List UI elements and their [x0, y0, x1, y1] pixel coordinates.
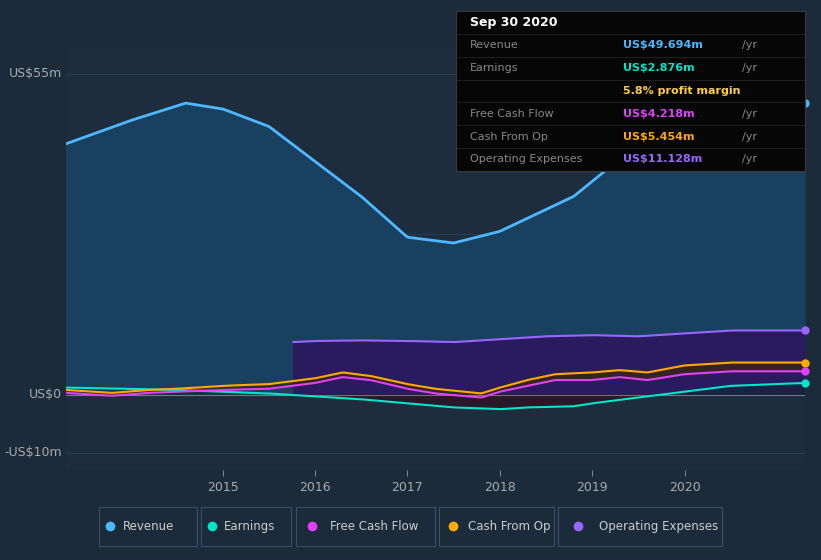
Text: /yr: /yr: [742, 132, 757, 142]
Text: Cash From Op: Cash From Op: [468, 520, 550, 533]
Text: US$55m: US$55m: [9, 67, 62, 81]
Text: US$11.128m: US$11.128m: [623, 155, 703, 165]
Text: /yr: /yr: [742, 63, 757, 73]
Text: 5.8% profit margin: 5.8% profit margin: [623, 86, 741, 96]
Text: /yr: /yr: [742, 109, 757, 119]
Text: US$2.876m: US$2.876m: [623, 63, 695, 73]
Text: US$49.694m: US$49.694m: [623, 40, 703, 50]
Text: Revenue: Revenue: [123, 520, 175, 533]
Text: US$5.454m: US$5.454m: [623, 132, 695, 142]
Text: Free Cash Flow: Free Cash Flow: [330, 520, 419, 533]
Text: Operating Expenses: Operating Expenses: [599, 520, 718, 533]
Text: Sep 30 2020: Sep 30 2020: [470, 16, 557, 29]
Text: US$0: US$0: [29, 388, 62, 401]
Text: Earnings: Earnings: [470, 63, 518, 73]
Text: Earnings: Earnings: [223, 520, 275, 533]
Text: /yr: /yr: [742, 40, 757, 50]
Text: -US$10m: -US$10m: [4, 446, 62, 459]
Text: Free Cash Flow: Free Cash Flow: [470, 109, 553, 119]
Text: Revenue: Revenue: [470, 40, 518, 50]
Text: Cash From Op: Cash From Op: [470, 132, 548, 142]
Text: Operating Expenses: Operating Expenses: [470, 155, 582, 165]
Text: /yr: /yr: [742, 155, 757, 165]
Text: US$4.218m: US$4.218m: [623, 109, 695, 119]
